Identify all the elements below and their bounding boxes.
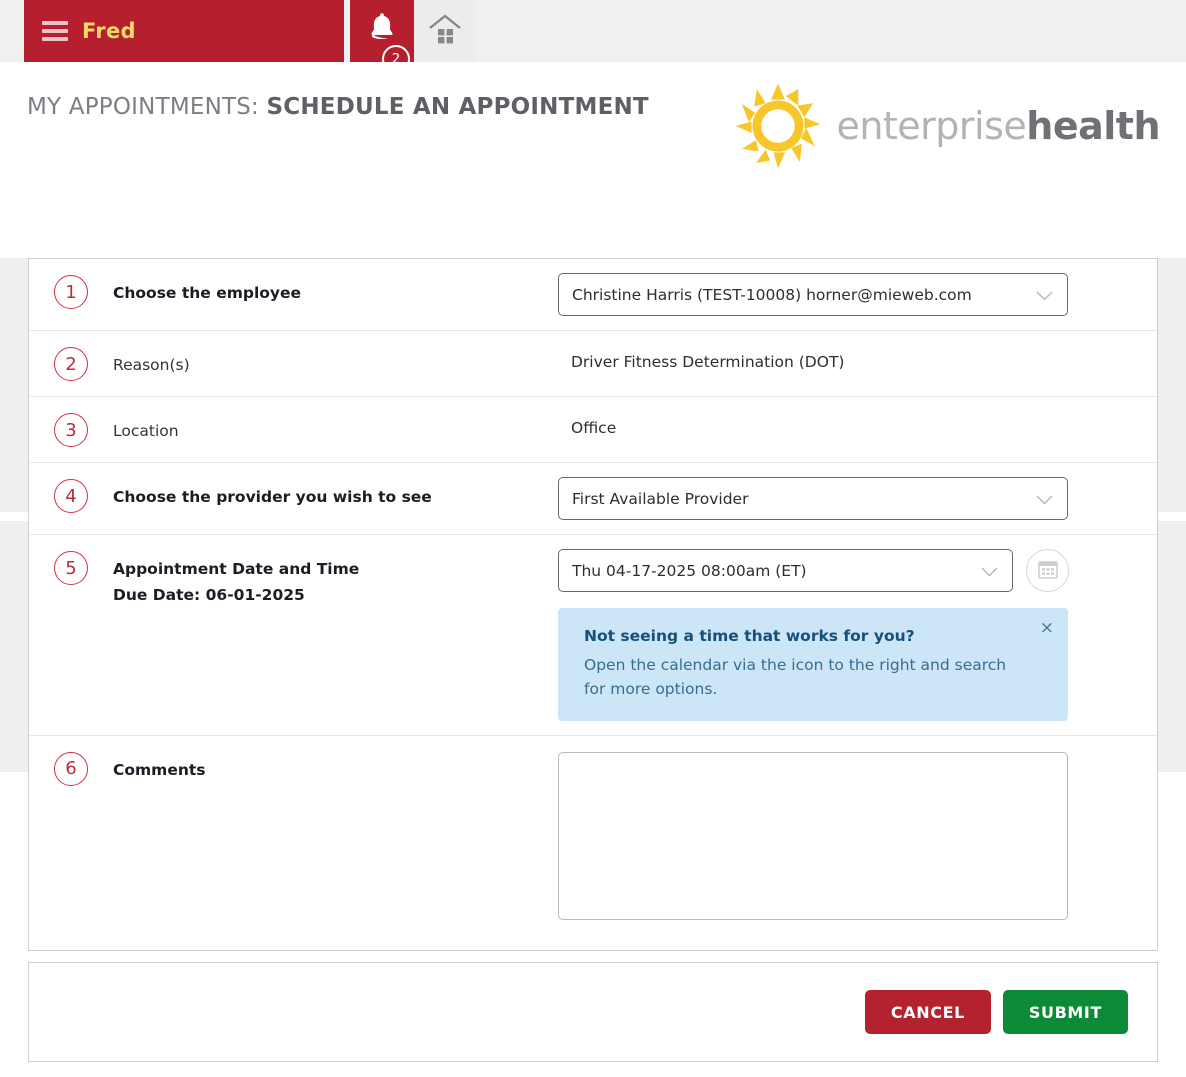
- comments-input[interactable]: [558, 751, 1068, 920]
- appointment-datetime-select[interactable]: Thu 04-17-2025 08:00am (ET): [558, 549, 1013, 592]
- sunburst-logo-icon: [734, 82, 822, 170]
- step-field-provider: First Available Provider: [558, 463, 1157, 534]
- reasons-value: Driver Fitness Determination (DOT): [571, 353, 845, 371]
- topbar-right-space: [476, 0, 1186, 62]
- step-number-2: 2: [54, 347, 88, 381]
- right-gutter-upper: [1158, 258, 1186, 512]
- right-gutter-lower: [1158, 521, 1186, 772]
- form-row-provider: 4 Choose the provider you wish to see Fi…: [29, 463, 1157, 535]
- chevron-down-icon: [1036, 290, 1053, 300]
- provider-select[interactable]: First Available Provider: [558, 477, 1068, 520]
- step-label-datetime: Appointment Date and Time Due Date: 06-0…: [88, 535, 558, 608]
- step-number-5: 5: [54, 551, 88, 585]
- form-action-footer: CANCEL SUBMIT: [28, 962, 1158, 1062]
- page-title: MY APPOINTMENTS: SCHEDULE AN APPOINTMENT: [27, 94, 649, 120]
- employee-select[interactable]: Christine Harris (TEST-10008) horner@mie…: [558, 273, 1068, 316]
- chevron-down-icon: [981, 566, 998, 576]
- alert-title: Not seeing a time that works for you?: [584, 627, 915, 645]
- open-calendar-button[interactable]: [1026, 549, 1069, 592]
- step-label-employee: Choose the employee: [113, 284, 302, 302]
- home-icon: [427, 13, 463, 49]
- step-label-comments: Comments: [113, 760, 206, 779]
- topbar-gap: [344, 0, 350, 62]
- step-field-reasons: Driver Fitness Determination (DOT): [558, 331, 1157, 385]
- step-number-3: 3: [54, 413, 88, 447]
- alert-body: Open the calendar via the icon to the ri…: [584, 656, 1007, 698]
- step-label-datetime-line1: Appointment Date and Time: [113, 560, 360, 578]
- home-button[interactable]: [414, 0, 476, 62]
- step-label-location: Location: [113, 422, 179, 440]
- step-field-comments: [558, 736, 1157, 934]
- provider-select-value: First Available Provider: [572, 489, 749, 508]
- form-row-location: 3 Location Office: [29, 397, 1157, 463]
- page-title-prefix: MY APPOINTMENTS:: [27, 94, 259, 120]
- step-field-datetime: Thu 04-17-2025 08:00am (ET): [558, 535, 1157, 735]
- step-number-4: 4: [54, 479, 88, 513]
- logo-wordmark: enterprisehealth: [836, 104, 1160, 148]
- page-body: 1 Choose the employee Christine Harris (…: [0, 180, 1186, 1077]
- form-row-comments: 6 Comments: [29, 736, 1157, 936]
- page-title-main: SCHEDULE AN APPOINTMENT: [266, 94, 649, 120]
- form-row-employee: 1 Choose the employee Christine Harris (…: [29, 259, 1157, 331]
- left-gutter-lower: [0, 521, 28, 772]
- cancel-button[interactable]: CANCEL: [864, 990, 991, 1034]
- employee-select-value: Christine Harris (TEST-10008) horner@mie…: [572, 285, 972, 304]
- datetime-control-group: Thu 04-17-2025 08:00am (ET): [558, 549, 1069, 592]
- top-navigation-bar: Fred 2: [0, 0, 1186, 73]
- notifications-button[interactable]: 2: [350, 0, 414, 73]
- calendar-hint-alert: × Not seeing a time that works for you? …: [558, 608, 1068, 721]
- form-row-datetime: 5 Appointment Date and Time Due Date: 06…: [29, 535, 1157, 736]
- step-number-6: 6: [54, 751, 88, 786]
- left-gutter-upper: [0, 258, 28, 512]
- page-header: MY APPOINTMENTS: SCHEDULE AN APPOINTMENT: [0, 62, 1186, 242]
- appointment-form-panel: 1 Choose the employee Christine Harris (…: [28, 258, 1158, 951]
- form-row-reasons: 2 Reason(s) Driver Fitness Determination…: [29, 331, 1157, 397]
- logo-text-enterprise: enterprise: [836, 104, 1027, 148]
- footer-button-group: CANCEL SUBMIT: [29, 963, 1157, 1061]
- step-label-provider: Choose the provider you wish to see: [113, 488, 432, 506]
- brand-user-name: Fred: [82, 19, 136, 43]
- brand-menu-bar[interactable]: Fred: [24, 0, 344, 62]
- step-field-location: Office: [558, 397, 1157, 451]
- logo-text-health: health: [1026, 104, 1160, 148]
- topbar-left-padding: [0, 0, 24, 62]
- step-label-datetime-duedate: Due Date: 06-01-2025: [113, 585, 305, 604]
- enterprise-health-logo: enterprisehealth: [734, 82, 1160, 170]
- bell-icon: [365, 13, 399, 48]
- submit-button[interactable]: SUBMIT: [1002, 990, 1128, 1034]
- step-number-1: 1: [54, 275, 88, 309]
- step-field-employee: Christine Harris (TEST-10008) horner@mie…: [558, 259, 1157, 330]
- step-label-reasons: Reason(s): [113, 356, 190, 374]
- hamburger-icon[interactable]: [42, 21, 68, 41]
- calendar-icon: [1037, 558, 1059, 584]
- close-icon[interactable]: ×: [1039, 618, 1054, 638]
- location-value: Office: [571, 419, 617, 437]
- appointment-datetime-value: Thu 04-17-2025 08:00am (ET): [572, 561, 807, 580]
- chevron-down-icon: [1036, 494, 1053, 504]
